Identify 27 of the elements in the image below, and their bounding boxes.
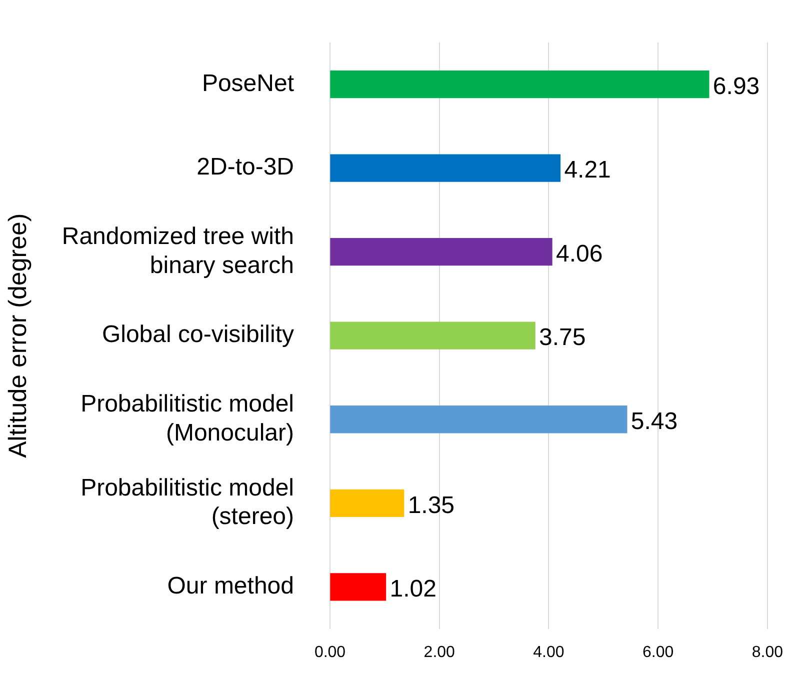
x-tick-label: 0.00 — [314, 644, 346, 661]
bar — [330, 322, 536, 350]
x-tick-label: 2.00 — [424, 644, 456, 661]
y-tick-label: PoseNet — [202, 70, 294, 97]
data-label: 1.35 — [408, 492, 455, 519]
data-label: 3.75 — [539, 324, 586, 352]
x-tick-label: 6.00 — [642, 644, 674, 661]
data-label: 1.02 — [390, 576, 436, 603]
x-tick-label: 8.00 — [752, 644, 784, 661]
bar — [330, 70, 710, 98]
data-label: 6.93 — [712, 72, 760, 100]
y-axis-title: Altitude error (degree) — [4, 213, 32, 458]
data-label: 5.43 — [630, 408, 678, 435]
y-tick-label: Probabilitistic model (stereo) — [80, 474, 294, 530]
data-label: 4.21 — [564, 156, 611, 184]
y-tick-label: Probabilitistic model (Monocular) — [80, 390, 294, 446]
bar — [330, 238, 552, 266]
y-tick-label: Our method — [167, 572, 294, 600]
y-tick-label: 2D-to-3D — [196, 154, 294, 181]
y-tick-label: Randomized tree with binary search — [62, 223, 294, 279]
bar — [330, 154, 561, 182]
bar — [330, 573, 386, 601]
y-tick-label: Global co-visibility — [102, 321, 294, 348]
bar — [330, 489, 404, 517]
bar — [330, 406, 628, 434]
x-tick-label: 4.00 — [533, 644, 564, 661]
data-label: 4.06 — [556, 240, 603, 268]
